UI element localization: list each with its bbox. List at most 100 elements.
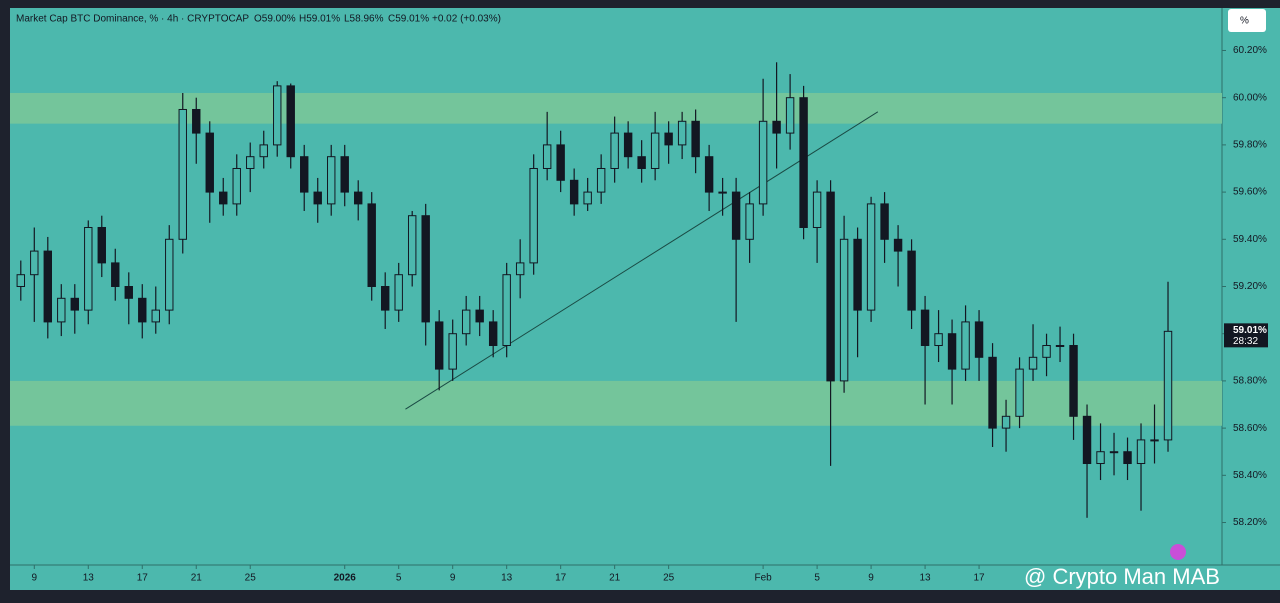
candle-body: [407, 215, 417, 276]
unit-button[interactable]: [1228, 9, 1266, 32]
candle-body: [232, 167, 241, 205]
candle-body: [677, 120, 687, 146]
candle-body: [1082, 415, 1092, 465]
legend-close: C59.01%: [388, 14, 429, 25]
candle-body: [57, 297, 66, 323]
legend-open: O59.00%: [254, 14, 296, 25]
candle-body: [246, 156, 255, 169]
x-tick-label: 21: [609, 573, 621, 584]
x-tick-label: 17: [137, 573, 149, 584]
candle-body: [907, 250, 916, 311]
candle-body: [515, 262, 525, 276]
candle-body: [542, 144, 552, 169]
candle-body: [866, 203, 876, 311]
candle-body: [623, 132, 633, 158]
x-tick-label: 17: [973, 573, 985, 584]
candle-body: [1042, 345, 1051, 358]
candle-body: [745, 203, 754, 240]
y-tick-label: 59.20%: [1233, 281, 1267, 292]
candle-body: [650, 132, 660, 169]
candle-body: [151, 309, 160, 323]
candle-body: [839, 238, 849, 382]
candle-body: [111, 262, 120, 288]
candle-body: [718, 191, 727, 194]
candle-body: [934, 333, 943, 347]
candle-body: [502, 274, 511, 347]
candle-body: [165, 238, 174, 311]
trendline: [405, 111, 879, 410]
candle-body: [313, 191, 322, 205]
candle-body: [758, 120, 768, 205]
last-price-tag: [1224, 323, 1268, 348]
candle-body: [812, 191, 822, 228]
candle-body: [1001, 415, 1011, 429]
x-tick-label: 2026: [334, 573, 357, 584]
candle-body: [327, 156, 336, 205]
y-tick-label: 60.00%: [1233, 92, 1267, 103]
y-tick-label: 60.20%: [1233, 45, 1267, 56]
candle-body: [448, 333, 457, 370]
candle-body: [488, 321, 498, 347]
candle-body: [1136, 439, 1146, 465]
candle-body: [394, 274, 403, 311]
candle-body: [138, 297, 147, 323]
candle-body: [556, 144, 565, 181]
candle-body: [596, 167, 606, 193]
candle-body: [1123, 451, 1132, 465]
replay-icon[interactable]: [1170, 544, 1186, 560]
last-price-label: 59.01%: [1233, 325, 1267, 336]
y-tick-label: 59.60%: [1233, 187, 1267, 198]
x-tick-label: 5: [396, 573, 402, 584]
candle-body: [1028, 356, 1038, 370]
x-tick-label: 25: [245, 573, 257, 584]
legend-change: +0.02 (+0.03%): [432, 14, 501, 25]
candle-body: [880, 203, 889, 240]
candle-body: [772, 120, 781, 134]
candle-body: [70, 297, 79, 311]
candle-body: [664, 132, 673, 146]
candle-body: [1055, 345, 1065, 348]
y-tick-label: 59.40%: [1233, 234, 1267, 245]
candle-body: [569, 179, 579, 205]
candle-body: [421, 215, 430, 323]
x-tick-label: 9: [32, 573, 38, 584]
candle-body: [192, 108, 201, 134]
candle-body: [434, 321, 444, 370]
x-tick-label: 17: [555, 573, 567, 584]
candle-body: [300, 156, 309, 193]
candle-body: [97, 226, 106, 264]
candle-body: [920, 309, 930, 347]
candle-body: [583, 191, 592, 205]
unit-button-label[interactable]: %: [1240, 16, 1249, 27]
legend-low: L58.96%: [344, 14, 384, 25]
candle-body: [947, 333, 957, 370]
candle-body: [340, 156, 349, 193]
candle-body: [461, 309, 471, 335]
candle-body: [475, 309, 484, 323]
candle-body: [367, 203, 376, 288]
candle-body: [1015, 368, 1024, 417]
x-tick-label: 13: [501, 573, 513, 584]
legend-high: H59.01%: [299, 14, 340, 25]
y-tick-label: 59.80%: [1233, 140, 1267, 151]
candle-body: [178, 108, 187, 240]
candle-body: [1096, 451, 1105, 465]
y-tick-label: 58.40%: [1233, 470, 1267, 481]
x-tick-label: 9: [868, 573, 874, 584]
x-tick-label: 21: [191, 573, 203, 584]
plot: [10, 49, 1226, 569]
candle-body: [43, 250, 53, 323]
x-tick-label: 5: [814, 573, 820, 584]
candle-body: [974, 321, 984, 358]
candle-body: [219, 191, 228, 205]
candle-body: [1150, 439, 1159, 442]
x-tick-label: Feb: [754, 573, 772, 584]
candle-body: [691, 120, 700, 158]
countdown: 28:32: [1233, 336, 1258, 347]
x-tick-label: 25: [663, 573, 675, 584]
candle-body: [988, 356, 997, 429]
candle-body: [273, 85, 282, 146]
candle-body: [1163, 330, 1173, 441]
